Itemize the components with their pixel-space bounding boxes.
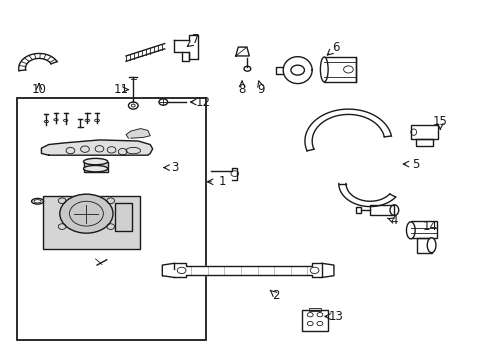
Text: 4: 4 [390,214,397,227]
Text: 2: 2 [272,289,279,302]
Ellipse shape [427,238,435,253]
Text: 1: 1 [219,175,226,188]
Bar [17,99,205,339]
Text: 12: 12 [196,95,210,108]
Circle shape [60,194,113,233]
Ellipse shape [126,147,140,154]
Bar [369,205,393,215]
Text: 7: 7 [192,33,200,46]
Bar [308,307,320,311]
Text: 15: 15 [432,115,447,128]
Ellipse shape [406,222,414,239]
Text: 13: 13 [328,310,343,323]
Bar [301,310,327,330]
Text: 6: 6 [332,41,340,54]
Text: 3: 3 [170,161,178,174]
Bar [115,203,132,231]
Bar [415,139,432,146]
Text: 5: 5 [411,158,419,171]
Bar [355,207,361,213]
Polygon shape [126,129,150,138]
Bar [43,196,139,249]
Text: 11: 11 [114,83,128,96]
Text: 10: 10 [32,83,46,96]
Text: 14: 14 [422,220,437,233]
Ellipse shape [83,158,107,165]
Ellipse shape [320,57,327,82]
Text: 9: 9 [257,83,264,96]
Ellipse shape [83,166,107,172]
Bar [410,125,437,139]
Bar [83,162,107,172]
Polygon shape [41,140,152,155]
Text: 8: 8 [238,83,245,96]
Bar [416,238,431,253]
Bar [410,221,436,238]
Bar [324,57,355,82]
